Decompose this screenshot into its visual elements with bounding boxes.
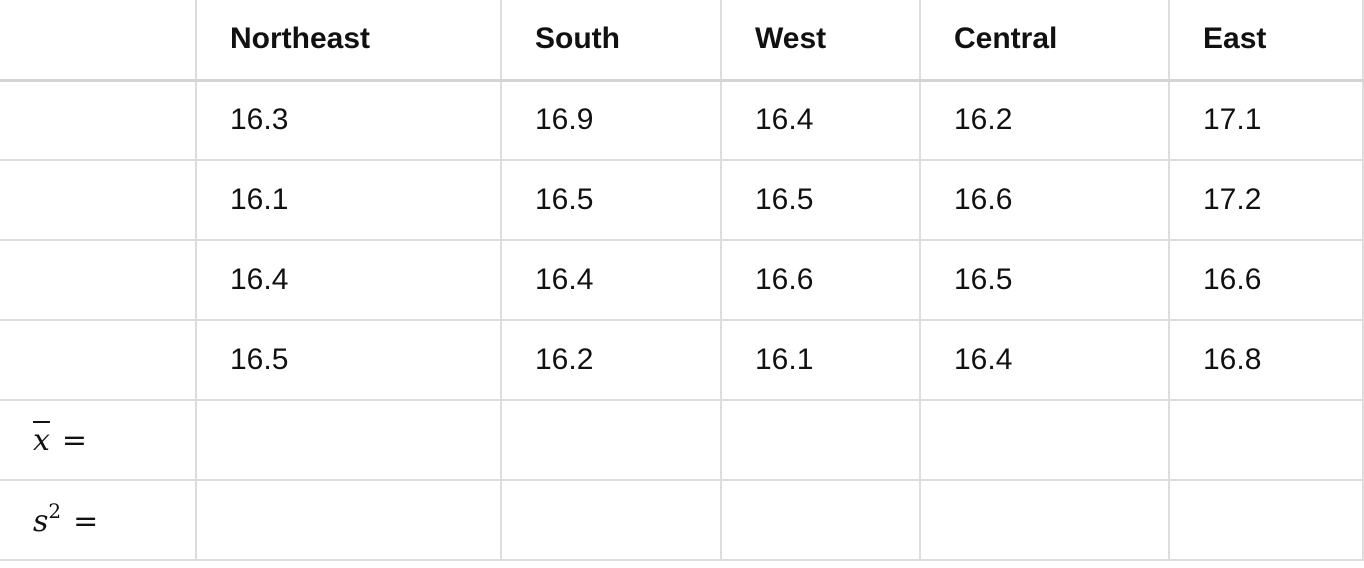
variance-cell-east[interactable] — [1168, 479, 1364, 561]
table-cell: 17.2 — [1168, 159, 1364, 241]
mean-equals: = — [61, 422, 88, 458]
table-cell: 16.8 — [1168, 319, 1364, 401]
variance-equals: = — [73, 504, 99, 539]
variance-symbol: s — [33, 504, 49, 539]
mean-cell-west[interactable] — [720, 399, 921, 481]
table-cell: 16.1 — [195, 159, 502, 241]
table-cell: 16.5 — [720, 159, 921, 241]
variance-cell-central[interactable] — [919, 479, 1170, 561]
header-row: Northeast South West Central East — [0, 0, 1364, 82]
variance-cell-west[interactable] — [720, 479, 921, 561]
header-cell-northeast: Northeast — [195, 0, 502, 82]
mean-cell-east[interactable] — [1168, 399, 1364, 481]
table-cell: 16.5 — [500, 159, 722, 241]
row-label-cell — [0, 239, 197, 321]
table-cell: 16.2 — [500, 319, 722, 401]
table-cell: 16.6 — [919, 159, 1170, 241]
row-label-cell — [0, 159, 197, 241]
mean-row: x = — [0, 399, 1364, 481]
table-cell: 16.6 — [720, 239, 921, 321]
mean-symbol: x — [33, 422, 50, 458]
variance-cell-south[interactable] — [500, 479, 722, 561]
table-row: 16.3 16.9 16.4 16.2 17.1 — [0, 79, 1364, 161]
table-cell: 16.5 — [195, 319, 502, 401]
table-cell: 16.4 — [919, 319, 1170, 401]
table-cell: 16.5 — [919, 239, 1170, 321]
header-cell-central: Central — [919, 0, 1170, 82]
mean-cell-northeast[interactable] — [195, 399, 502, 481]
table-cell: 16.6 — [1168, 239, 1364, 321]
header-cell-blank — [0, 0, 197, 82]
header-cell-south: South — [500, 0, 722, 82]
variance-superscript: 2 — [48, 499, 62, 523]
variance-cell-northeast[interactable] — [195, 479, 502, 561]
row-label-cell — [0, 79, 197, 161]
table-cell: 16.4 — [500, 239, 722, 321]
table-row: 16.1 16.5 16.5 16.6 17.2 — [0, 159, 1364, 241]
mean-cell-south[interactable] — [500, 399, 722, 481]
table-cell: 17.1 — [1168, 79, 1364, 161]
variance-label: s2 = — [0, 479, 197, 561]
table-cell: 16.2 — [919, 79, 1170, 161]
table-cell: 16.3 — [195, 79, 502, 161]
row-label-cell — [0, 319, 197, 401]
table-row: 16.5 16.2 16.1 16.4 16.8 — [0, 319, 1364, 401]
mean-label: x = — [0, 399, 197, 481]
table-cell: 16.4 — [720, 79, 921, 161]
mean-cell-central[interactable] — [919, 399, 1170, 481]
table-cell: 16.4 — [195, 239, 502, 321]
header-cell-west: West — [720, 0, 921, 82]
table-cell: 16.1 — [720, 319, 921, 401]
table-row: 16.4 16.4 16.6 16.5 16.6 — [0, 239, 1364, 321]
header-cell-east: East — [1168, 0, 1364, 82]
variance-row: s2 = — [0, 479, 1364, 561]
table-cell: 16.9 — [500, 79, 722, 161]
